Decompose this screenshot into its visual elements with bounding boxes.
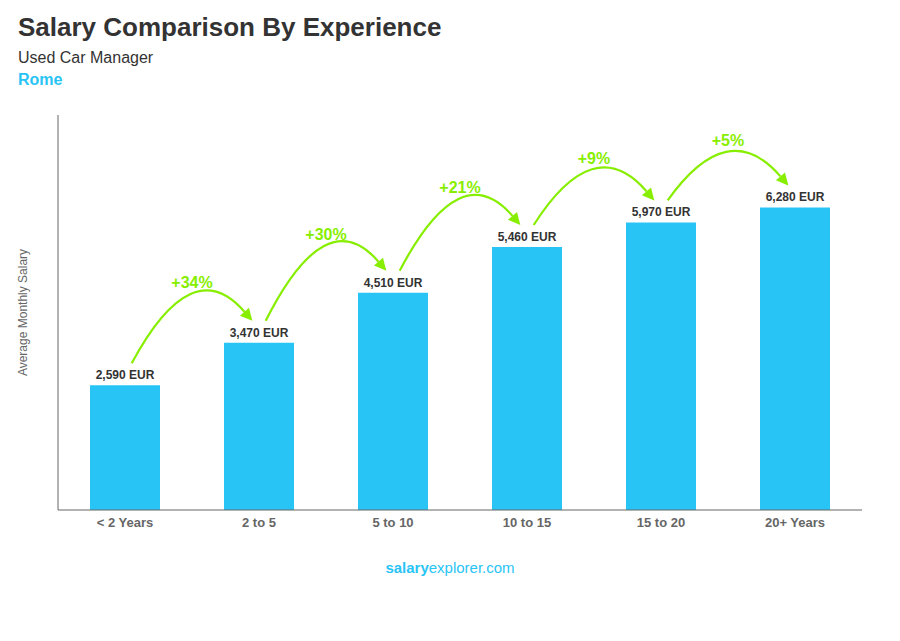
svg-text:3,470 EUR: 3,470 EUR bbox=[230, 326, 289, 340]
svg-text:5,970 EUR: 5,970 EUR bbox=[632, 205, 691, 219]
svg-text:Average Monthly Salary: Average Monthly Salary bbox=[16, 249, 30, 376]
svg-text:5,460 EUR: 5,460 EUR bbox=[498, 230, 557, 244]
svg-text:10 to 15: 10 to 15 bbox=[503, 515, 551, 530]
svg-text:+30%: +30% bbox=[305, 226, 346, 243]
html-text:salary explorer.com: salary explorer.com bbox=[385, 559, 515, 576]
svg-text:+21%: +21% bbox=[439, 179, 480, 196]
svg-text:6,280 EUR: 6,280 EUR bbox=[766, 190, 825, 204]
svg-text:20+ Years: 20+ Years bbox=[765, 515, 825, 530]
html-text:Rome: Rome bbox=[18, 71, 63, 88]
svg-text:5 to 10: 5 to 10 bbox=[372, 515, 413, 530]
html-text:Salary Comparison By Experienc: Salary Comparison By Experience bbox=[18, 12, 442, 42]
html-text:Used Car Manager: Used Car Manager bbox=[18, 49, 154, 66]
svg-text:+5%: +5% bbox=[712, 132, 744, 149]
svg-text:2 to 5: 2 to 5 bbox=[242, 515, 276, 530]
svg-text:15 to 20: 15 to 20 bbox=[637, 515, 685, 530]
svg-text:+9%: +9% bbox=[578, 150, 610, 167]
svg-text:< 2 Years: < 2 Years bbox=[97, 515, 154, 530]
svg-text:4,510 EUR: 4,510 EUR bbox=[364, 276, 423, 290]
svg-text:+34%: +34% bbox=[171, 274, 212, 291]
svg-text:2,590 EUR: 2,590 EUR bbox=[96, 368, 155, 382]
